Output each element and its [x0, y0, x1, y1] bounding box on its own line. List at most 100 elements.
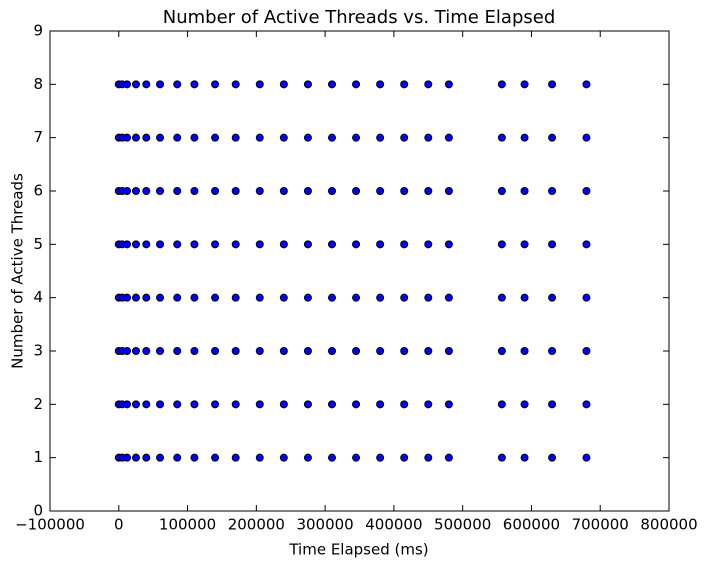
- point: [211, 347, 220, 355]
- point: [548, 453, 557, 462]
- point: [400, 453, 409, 462]
- point: [123, 347, 132, 355]
- point: [582, 400, 591, 409]
- point: [156, 453, 165, 462]
- point: [211, 187, 220, 195]
- x-tick-label: 500000: [434, 516, 491, 534]
- point: [520, 133, 529, 142]
- point: [582, 187, 591, 195]
- point: [131, 80, 140, 89]
- point: [444, 240, 453, 249]
- point: [255, 187, 264, 195]
- point: [173, 347, 182, 355]
- point: [231, 240, 240, 249]
- point: [211, 240, 220, 249]
- point: [376, 453, 385, 462]
- point: [279, 187, 288, 195]
- x-tick-label: 800000: [640, 516, 697, 534]
- point: [131, 347, 140, 355]
- point: [548, 187, 557, 195]
- point: [190, 133, 199, 142]
- point: [231, 80, 240, 89]
- point: [156, 347, 165, 355]
- point: [303, 80, 312, 89]
- point: [548, 347, 557, 355]
- point: [255, 400, 264, 409]
- point: [255, 453, 264, 462]
- point: [424, 133, 433, 142]
- point: [444, 400, 453, 409]
- point: [327, 240, 336, 249]
- x-tick-label: −100000: [15, 516, 85, 534]
- point: [142, 293, 151, 302]
- point: [352, 80, 361, 89]
- point: [173, 187, 182, 195]
- point: [279, 133, 288, 142]
- y-tick-label: 9: [33, 22, 43, 40]
- point: [123, 400, 132, 409]
- point: [352, 347, 361, 355]
- point: [520, 293, 529, 302]
- point: [131, 133, 140, 142]
- x-tick-label: 300000: [296, 516, 353, 534]
- point: [327, 187, 336, 195]
- point: [582, 240, 591, 249]
- point: [497, 347, 506, 355]
- point: [424, 293, 433, 302]
- point: [279, 453, 288, 462]
- point: [582, 347, 591, 355]
- point: [231, 133, 240, 142]
- point: [131, 187, 140, 195]
- point: [376, 400, 385, 409]
- point: [279, 347, 288, 355]
- point: [497, 80, 506, 89]
- x-tick-label: 700000: [572, 516, 629, 534]
- point: [303, 133, 312, 142]
- point: [211, 293, 220, 302]
- y-tick-label: 2: [33, 395, 43, 413]
- point: [444, 187, 453, 195]
- point: [497, 293, 506, 302]
- point: [231, 187, 240, 195]
- point: [173, 133, 182, 142]
- point: [520, 80, 529, 89]
- y-tick-label: 7: [33, 128, 43, 146]
- point: [142, 133, 151, 142]
- point: [142, 187, 151, 195]
- point: [142, 400, 151, 409]
- point: [444, 293, 453, 302]
- point: [327, 80, 336, 89]
- point: [173, 293, 182, 302]
- y-tick-label: 5: [33, 235, 43, 253]
- point: [376, 293, 385, 302]
- x-tick-label: 600000: [503, 516, 560, 534]
- point: [520, 400, 529, 409]
- point: [548, 400, 557, 409]
- point: [327, 133, 336, 142]
- point: [444, 80, 453, 89]
- point: [376, 80, 385, 89]
- point: [279, 240, 288, 249]
- point: [156, 133, 165, 142]
- point: [156, 400, 165, 409]
- point: [424, 400, 433, 409]
- point: [142, 347, 151, 355]
- point: [352, 293, 361, 302]
- point: [352, 453, 361, 462]
- point: [303, 240, 312, 249]
- point: [303, 347, 312, 355]
- point: [211, 133, 220, 142]
- point: [376, 133, 385, 142]
- point: [173, 400, 182, 409]
- point: [327, 347, 336, 355]
- y-tick-label: 8: [33, 75, 43, 93]
- point: [123, 453, 132, 462]
- point: [303, 293, 312, 302]
- point: [190, 80, 199, 89]
- point: [255, 133, 264, 142]
- point: [548, 293, 557, 302]
- point: [123, 293, 132, 302]
- point: [255, 347, 264, 355]
- point: [255, 240, 264, 249]
- point: [327, 400, 336, 409]
